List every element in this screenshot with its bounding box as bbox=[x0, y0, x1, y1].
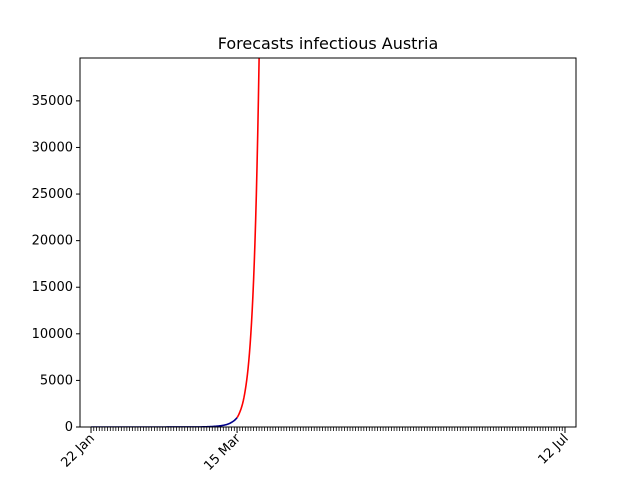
y-axis: 0 5000 10000 15000 20000 25000 30000 35000 bbox=[32, 94, 80, 435]
y-tick-label: 15000 bbox=[32, 280, 73, 295]
chart-title: Forecasts infectious Austria bbox=[218, 34, 439, 53]
series-lines bbox=[91, 58, 260, 427]
series-line-1 bbox=[91, 417, 238, 427]
y-tick-label: 0 bbox=[65, 420, 73, 435]
plot-frame bbox=[79, 57, 577, 428]
x-axis: 22 Jan 15 Mar 12 Jul bbox=[58, 427, 572, 474]
x-tick-label: 12 Jul bbox=[535, 431, 571, 467]
y-tick-label: 20000 bbox=[32, 234, 73, 249]
x-tick-label: 15 Mar bbox=[201, 431, 244, 474]
y-tick-label: 30000 bbox=[32, 140, 73, 155]
x-tick-label: 22 Jan bbox=[58, 431, 97, 470]
y-tick-label: 35000 bbox=[32, 94, 73, 109]
y-tick-label: 10000 bbox=[32, 327, 73, 342]
y-tick-label: 5000 bbox=[40, 373, 73, 388]
y-tick-label: 25000 bbox=[32, 187, 73, 202]
series-line-2 bbox=[236, 58, 260, 419]
x-minor-ticks bbox=[90, 427, 566, 431]
